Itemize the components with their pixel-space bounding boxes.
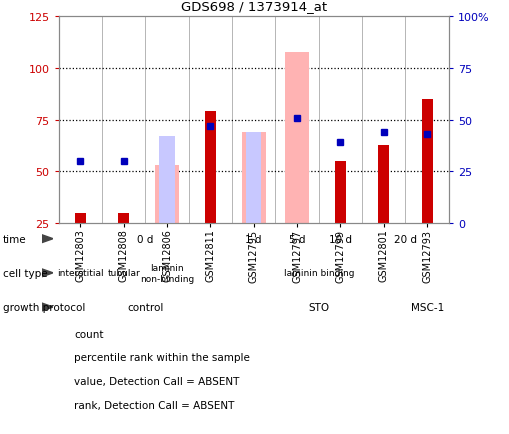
Text: STO: STO [307,302,329,312]
Polygon shape [42,303,53,311]
Bar [75,213,86,224]
Title: GDS698 / 1373914_at: GDS698 / 1373914_at [180,0,326,13]
Text: cell type: cell type [3,268,47,278]
Bar [155,166,179,224]
Text: 0 d: 0 d [137,234,153,244]
Text: count: count [74,329,103,339]
Text: value, Detection Call = ABSENT: value, Detection Call = ABSENT [74,377,239,386]
Bar [421,100,432,224]
Polygon shape [42,269,53,277]
Bar [205,112,215,224]
Bar [241,133,265,224]
Text: 1 d: 1 d [245,234,262,244]
Text: interstitial: interstitial [57,269,103,278]
Bar [246,133,261,224]
Bar [378,145,388,224]
Bar [118,213,129,224]
Text: laminin
non-binding: laminin non-binding [139,263,194,283]
Text: percentile rank within the sample: percentile rank within the sample [74,353,249,362]
Text: tubular: tubular [107,269,140,278]
Bar [285,53,308,224]
Bar [159,137,174,224]
Text: growth protocol: growth protocol [3,302,85,312]
Polygon shape [42,235,53,243]
Text: MSC-1: MSC-1 [410,302,443,312]
Text: laminin binding: laminin binding [283,269,353,278]
Text: time: time [3,234,26,244]
Bar [334,162,345,224]
Text: 10 d: 10 d [328,234,351,244]
Text: control: control [127,302,163,312]
Text: 20 d: 20 d [393,234,416,244]
Text: rank, Detection Call = ABSENT: rank, Detection Call = ABSENT [74,401,234,410]
Text: 5 d: 5 d [288,234,305,244]
